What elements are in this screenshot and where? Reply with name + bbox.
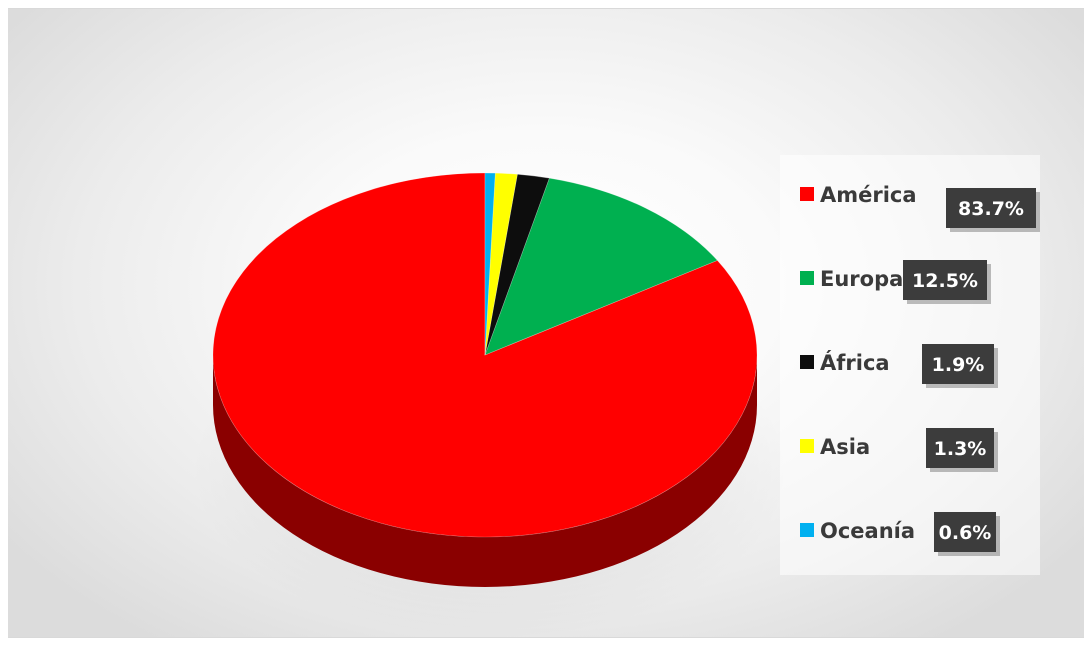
data-label-box-asia — [926, 428, 994, 468]
legend-swatch-oceania — [800, 523, 814, 537]
data-label-oceania: 0.6% — [939, 522, 992, 544]
data-label-box-oceania — [934, 512, 996, 552]
data-label-america: 83.7% — [958, 198, 1024, 220]
data-label-asia: 1.3% — [934, 438, 987, 460]
legend-label-africa: África — [820, 350, 890, 375]
pie-slice-asia — [484, 172, 518, 356]
pie-tops — [212, 172, 758, 538]
legend-label-asia: Asia — [820, 435, 870, 459]
legend-swatch-america — [800, 187, 814, 201]
data-label-africa: 1.9% — [932, 354, 985, 376]
legend-label-europa: Europa — [820, 267, 903, 291]
pie-sides — [213, 355, 757, 587]
pie-side-america — [213, 355, 757, 587]
pie-slice-oceania — [484, 172, 496, 356]
pie-slice-europa — [484, 177, 718, 356]
legend-swatch-asia — [800, 439, 814, 453]
legend-swatch-europa — [800, 271, 814, 285]
data-label-box-america — [946, 188, 1036, 228]
legend-label-oceania: Oceanía — [820, 519, 915, 543]
pie-slice-america — [212, 172, 758, 538]
legend-label-america: América — [820, 183, 917, 207]
legend: América 83.7% Europa 12.5% África 1.9% Asia 1.3… — [780, 155, 1040, 575]
legend-swatch-africa — [800, 355, 814, 369]
data-label-box-europa — [903, 260, 987, 300]
data-label-box-africa — [922, 344, 994, 384]
pie-slice-africa — [484, 173, 550, 356]
data-label-europa: 12.5% — [912, 270, 978, 292]
